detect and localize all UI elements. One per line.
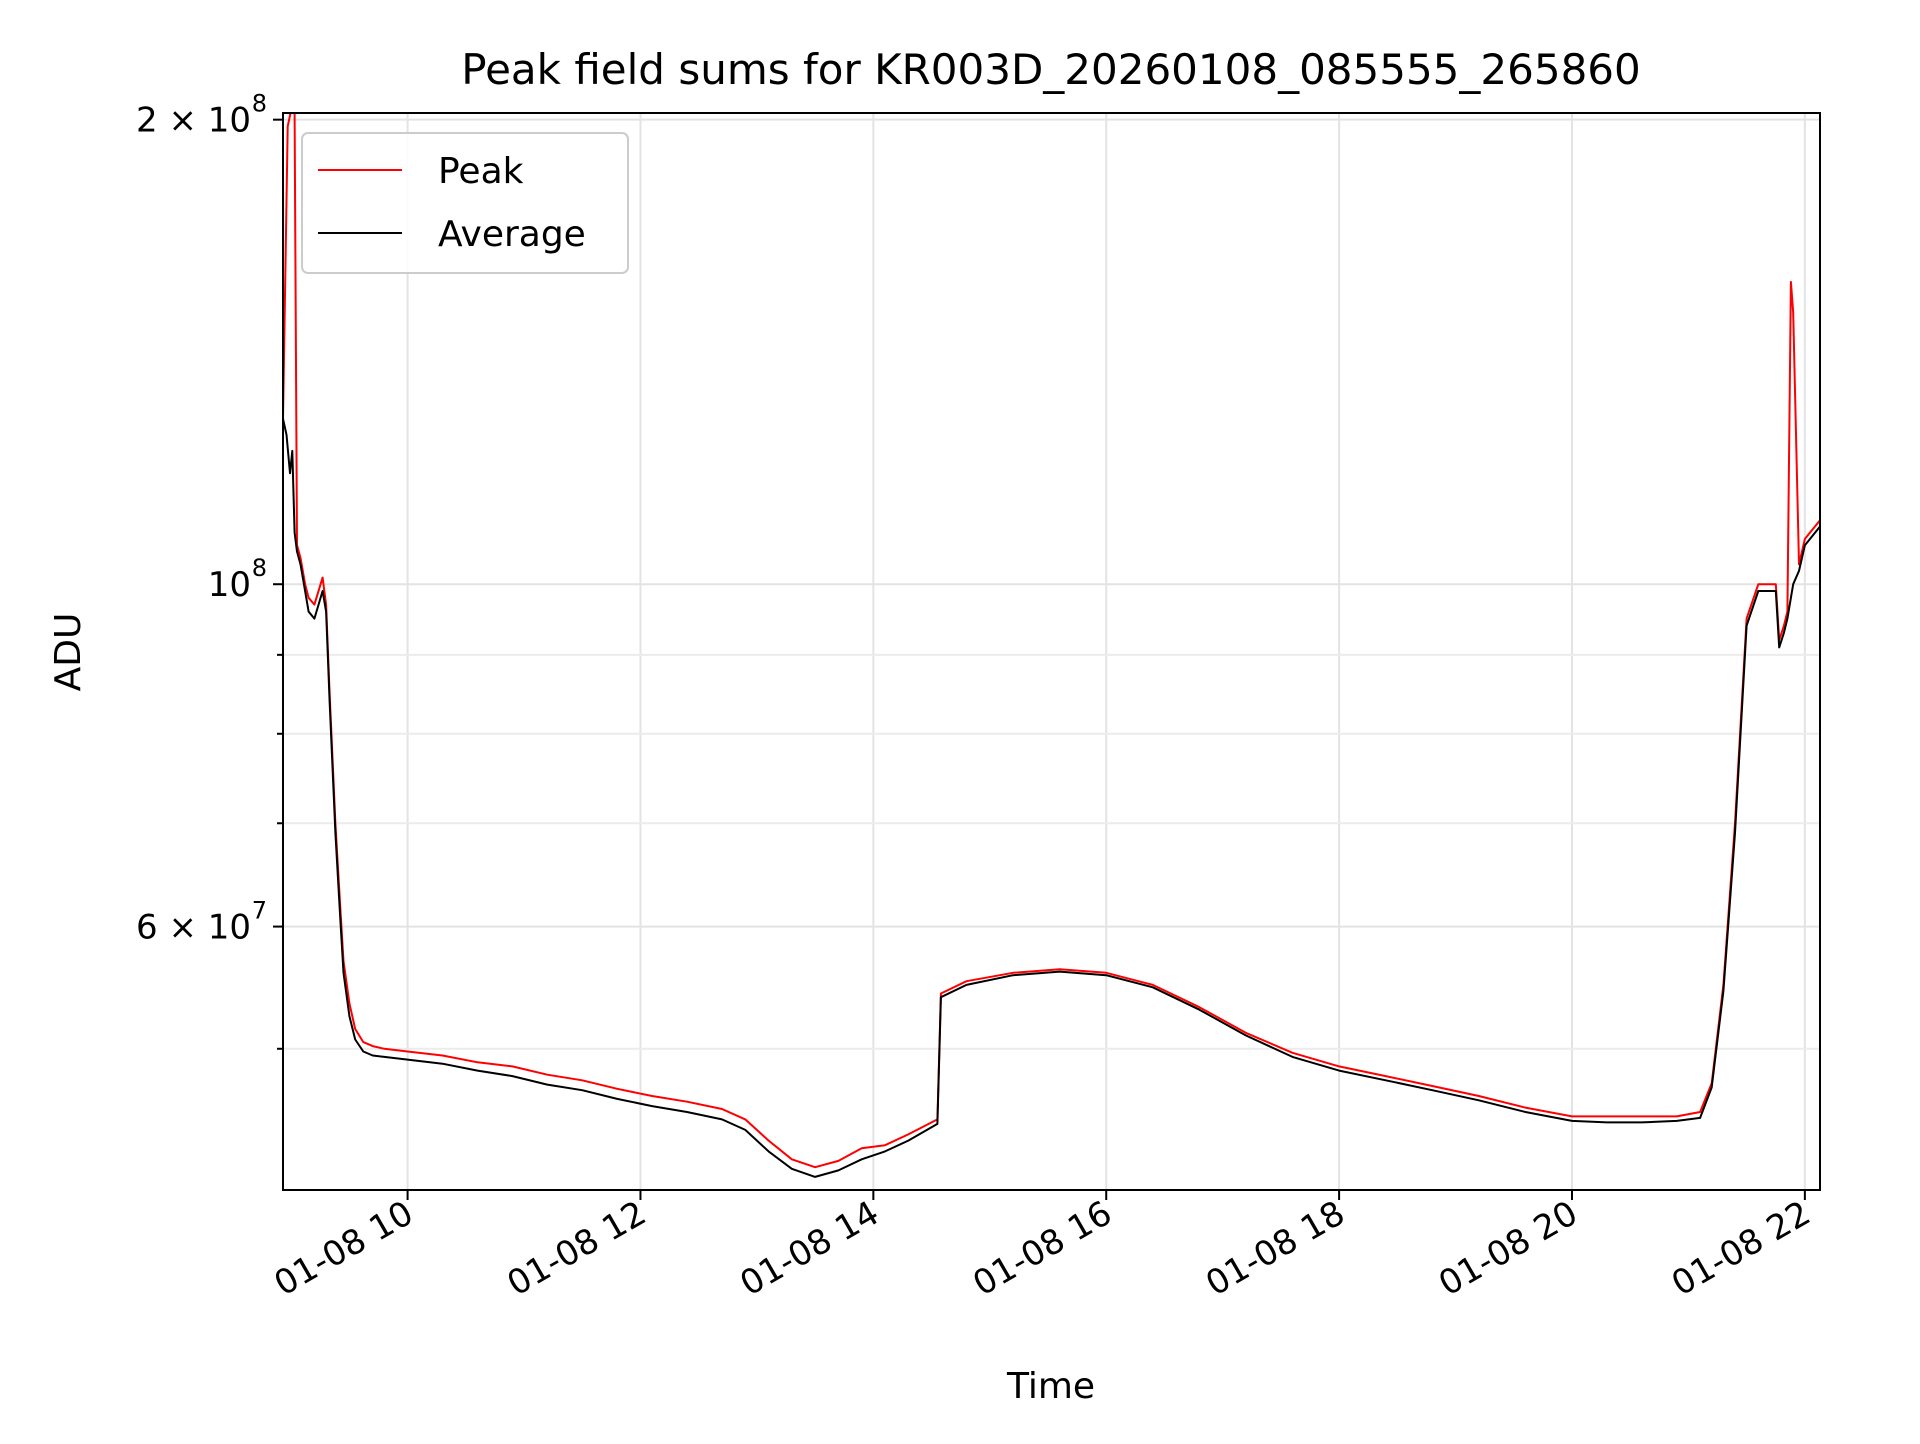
x-axis-label: Time [1006,1366,1095,1407]
y-tick-base: 2 × 10 [136,101,251,141]
y-tick-label: 82 × 10 [136,90,267,141]
y-tick-exponent: 7 [252,897,267,925]
y-tick-base: 10 [208,565,251,605]
y-tick-exponent: 8 [252,90,267,118]
y-tick-base: 6 × 10 [136,908,251,948]
legend-peak-label: Peak [438,151,524,192]
legend: Peak Average [301,132,629,274]
plot-frame [282,112,1821,1191]
y-tick-label: 810 [208,554,267,605]
plot-series [283,113,1820,1178]
legend-box [301,132,629,274]
series-line-average [283,418,1820,1178]
grid [283,113,1820,1190]
y-tick-exponent: 8 [252,554,267,582]
y-tick-label: 76 × 10 [136,897,267,948]
y-axis-label: ADU [48,613,89,692]
legend-average-label: Average [438,214,586,255]
chart-title: Peak field sums for KR003D_20260108_0855… [461,45,1640,94]
